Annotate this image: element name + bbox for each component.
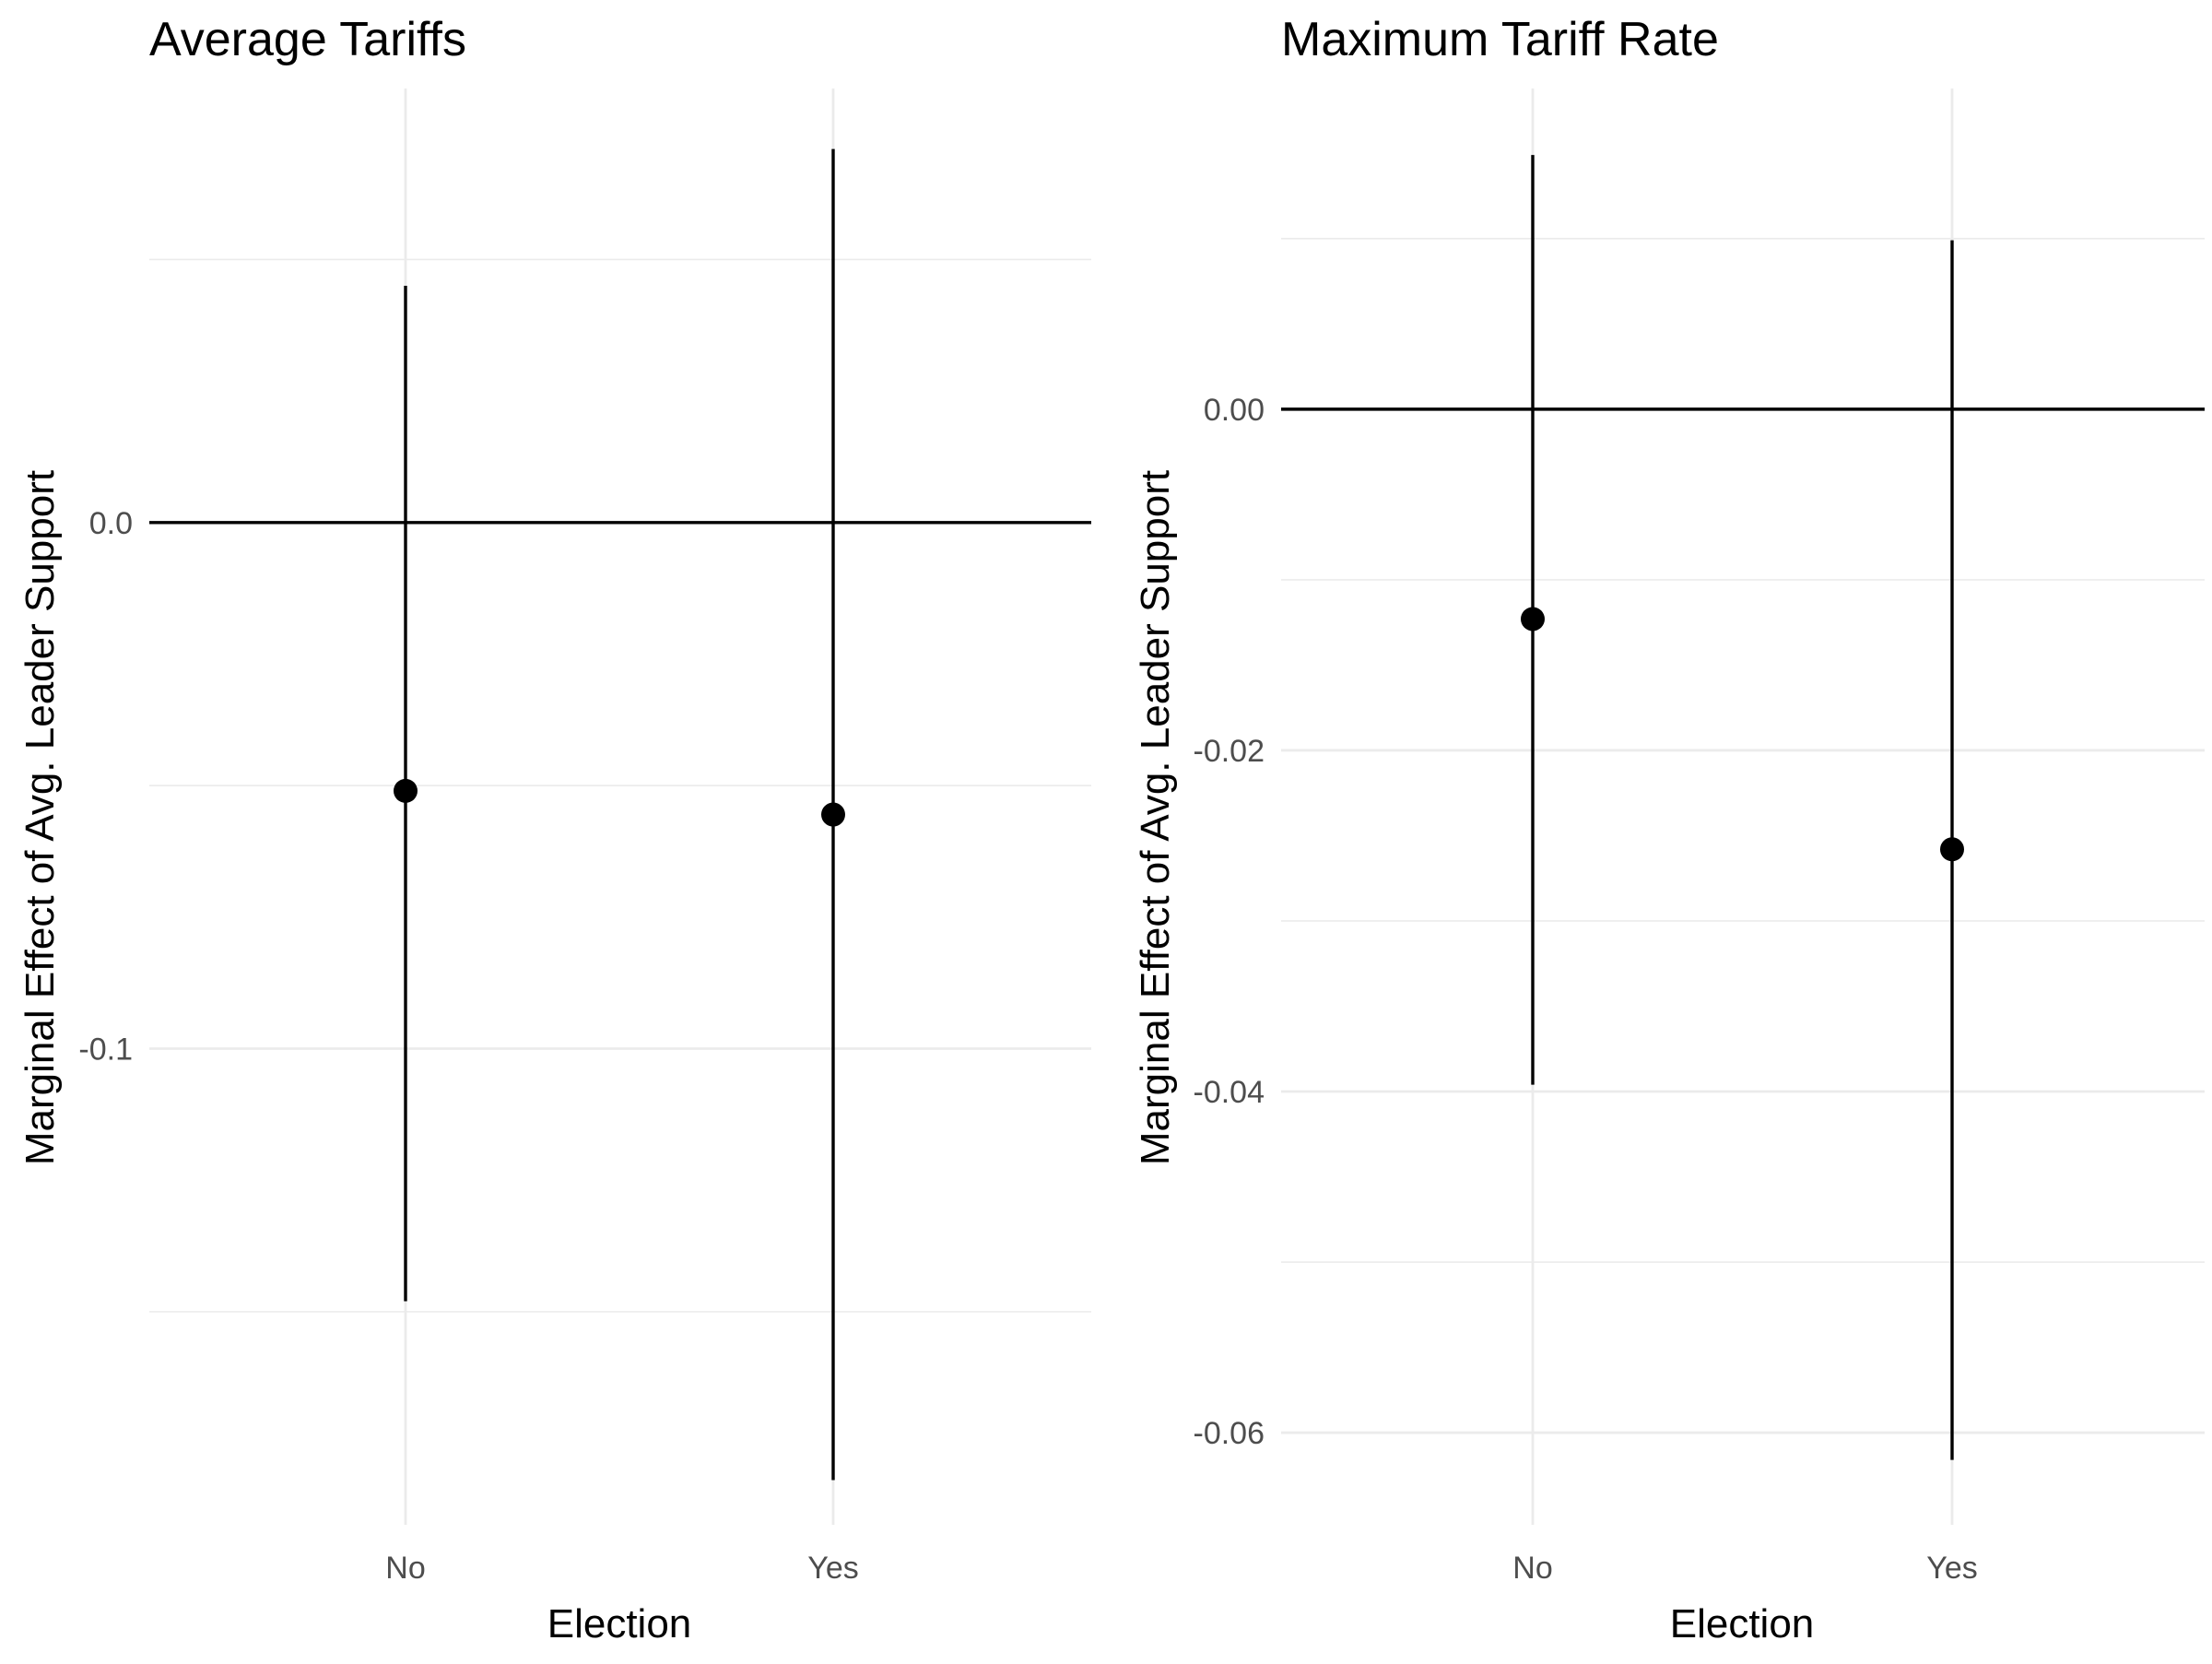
panel-1-x-tick-label-no: No	[385, 1551, 425, 1586]
panel-2-y-tick-label: -0.04	[1194, 1075, 1265, 1110]
panel-2-estimate-point-yes	[1940, 837, 1964, 862]
panel-2-x-axis-title: Election	[1670, 1601, 1815, 1646]
panel-2-x-tick-labels: No Yes	[1512, 1551, 1977, 1586]
panel-1-marks	[394, 148, 845, 1481]
panel-1-x-axis-title: Election	[547, 1601, 692, 1646]
panel-2-y-tick-label: 0.00	[1204, 393, 1265, 428]
panel-2-x-tick-label-no: No	[1512, 1551, 1552, 1586]
panel-2-y-tick-labels: 0.00 -0.02 -0.04 -0.06	[1194, 393, 1265, 1451]
panel-1-x-tick-label-yes: Yes	[807, 1551, 858, 1586]
panel-2-estimate-point-no	[1521, 607, 1545, 631]
panel-2-x-tick-label-yes: Yes	[1926, 1551, 1977, 1586]
panel-1-y-tick-label: 0.0	[89, 506, 133, 541]
panel-1-estimate-point-no	[394, 778, 418, 803]
panel-2-marks	[1521, 155, 1964, 1460]
panel-average-tariffs: 0.0 -0.1 No Yes Average Tariffs Election M…	[18, 13, 1091, 1646]
panel-1-x-tick-labels: No Yes	[385, 1551, 858, 1586]
panel-1-y-tick-label: -0.1	[78, 1033, 133, 1068]
panel-1-gridlines	[149, 89, 1091, 1525]
panel-2-y-tick-label: -0.02	[1194, 734, 1265, 769]
panel-1-y-axis-title: Marginal Effect of Avg. Leader Support	[18, 470, 63, 1165]
panel-2-title: Maximum Tariff Rate	[1281, 13, 1719, 66]
panel-2-y-tick-label: -0.06	[1194, 1416, 1265, 1451]
panel-maximum-tariff-rate: 0.00 -0.02 -0.04 -0.06 No Yes Maximum Tariff…	[1133, 13, 2205, 1646]
panel-1-y-tick-labels: 0.0 -0.1	[78, 506, 133, 1068]
panel-2-gridlines	[1281, 89, 2205, 1525]
panel-2-y-axis-title: Marginal Effect of Avg. Leader Support	[1133, 470, 1178, 1165]
panel-1-estimate-point-yes	[821, 802, 845, 827]
panel-1-title: Average Tariffs	[149, 13, 466, 66]
